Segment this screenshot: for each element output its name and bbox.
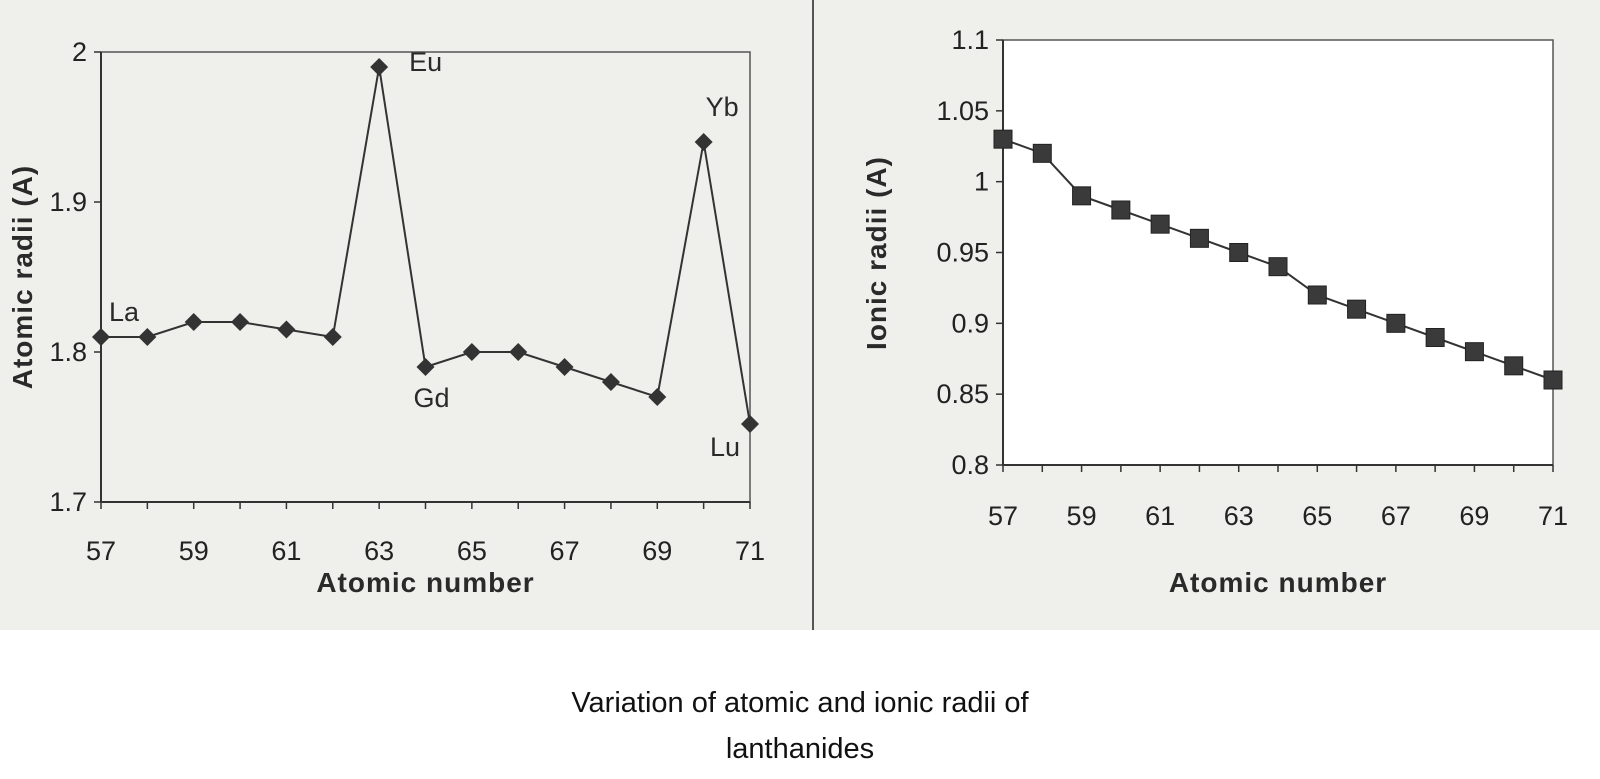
data-point	[1464, 342, 1484, 362]
data-point	[231, 313, 250, 331]
data-point	[462, 343, 481, 361]
ionic-radii-chart: 0.8 0.85 0.9 0.95 1 1.05 1.1 57 59 61 63 65 67 69 71 At…	[861, 25, 1568, 598]
data-point	[1032, 143, 1052, 163]
x-tick-label: 67	[550, 536, 580, 566]
x-axis-title: Atomic number	[1169, 567, 1387, 598]
x-tick-label: 63	[364, 536, 394, 566]
data-point	[416, 358, 435, 376]
data-point	[277, 320, 296, 339]
plot-area	[100, 51, 751, 503]
data-point	[1229, 243, 1249, 262]
data-point	[1307, 285, 1327, 305]
data-point	[1268, 257, 1288, 277]
y-tick-label: 0.8	[951, 450, 989, 480]
point-label: Yb	[706, 92, 739, 122]
x-tick-label: 71	[1538, 501, 1568, 531]
data-point	[509, 343, 528, 361]
y-tick-label: 0.9	[951, 308, 989, 338]
y-tick-label: 1.8	[49, 337, 87, 367]
x-tick-label: 57	[988, 501, 1018, 531]
y-tick-label: 0.95	[936, 238, 989, 268]
data-point	[1072, 186, 1092, 206]
data-point	[993, 129, 1013, 149]
data-point	[555, 358, 574, 376]
x-tick-label: 61	[1145, 501, 1175, 531]
x-tick-label: 57	[86, 536, 116, 566]
atomic-radii-chart: 1.7 1.8 1.9 2 57 59 61 63 65 67 69 71 Atomic number A…	[7, 37, 765, 598]
data-point	[1504, 356, 1524, 376]
y-tick-label: 1.05	[936, 96, 989, 126]
data-point	[1111, 200, 1131, 220]
y-tick-label: 2	[72, 37, 87, 67]
point-label: Lu	[710, 432, 740, 462]
figure-caption: Variation of atomic and ionic radii of l…	[0, 680, 1600, 772]
x-tick-label: 59	[1067, 501, 1097, 531]
x-tick-label: 69	[642, 536, 672, 566]
data-point	[1386, 313, 1406, 333]
y-axis-title: Ionic radii (A)	[861, 156, 892, 350]
x-tick-label: 69	[1459, 501, 1489, 531]
data-point	[601, 373, 620, 391]
charts-svg: 1.7 1.8 1.9 2 57 59 61 63 65 67 69 71 Atomic number A…	[7, 0, 1568, 630]
data-point	[1347, 299, 1367, 319]
plot-area	[1002, 39, 1554, 466]
caption-line-1: Variation of atomic and ionic radii of	[571, 687, 1029, 719]
data-point	[1150, 214, 1170, 234]
y-axis-title: Atomic radii (A)	[7, 165, 38, 389]
data-point	[694, 133, 713, 151]
data-point	[370, 58, 389, 76]
point-label: Eu	[409, 47, 442, 77]
x-tick-label: 65	[1302, 501, 1332, 531]
data-point	[648, 388, 667, 406]
caption-line-2: lanthanides	[725, 733, 875, 765]
data-point	[92, 328, 110, 346]
data-point	[1189, 228, 1209, 248]
y-tick-label: 1.1	[951, 25, 989, 55]
x-tick-label: 61	[271, 536, 301, 566]
x-tick-label: 65	[457, 536, 487, 566]
data-point	[741, 415, 759, 433]
x-tick-label: 67	[1381, 501, 1411, 531]
point-label: La	[109, 297, 140, 327]
x-tick-label: 71	[735, 536, 765, 566]
x-tick-label: 59	[179, 536, 209, 566]
y-tick-label: 1.9	[49, 187, 87, 217]
x-tick-label: 63	[1224, 501, 1254, 531]
data-point	[323, 328, 342, 346]
figure-panel: 1.7 1.8 1.9 2 57 59 61 63 65 67 69 71 Atomic number A…	[0, 0, 1600, 630]
data-point	[1425, 328, 1445, 347]
x-axis-title: Atomic number	[316, 567, 534, 598]
y-tick-label: 1.7	[49, 487, 87, 517]
data-point	[184, 313, 203, 331]
data-point	[138, 328, 157, 346]
y-tick-label: 0.85	[936, 379, 989, 409]
point-label: Gd	[414, 383, 450, 413]
y-tick-label: 1	[974, 167, 989, 197]
data-point	[1543, 370, 1563, 390]
